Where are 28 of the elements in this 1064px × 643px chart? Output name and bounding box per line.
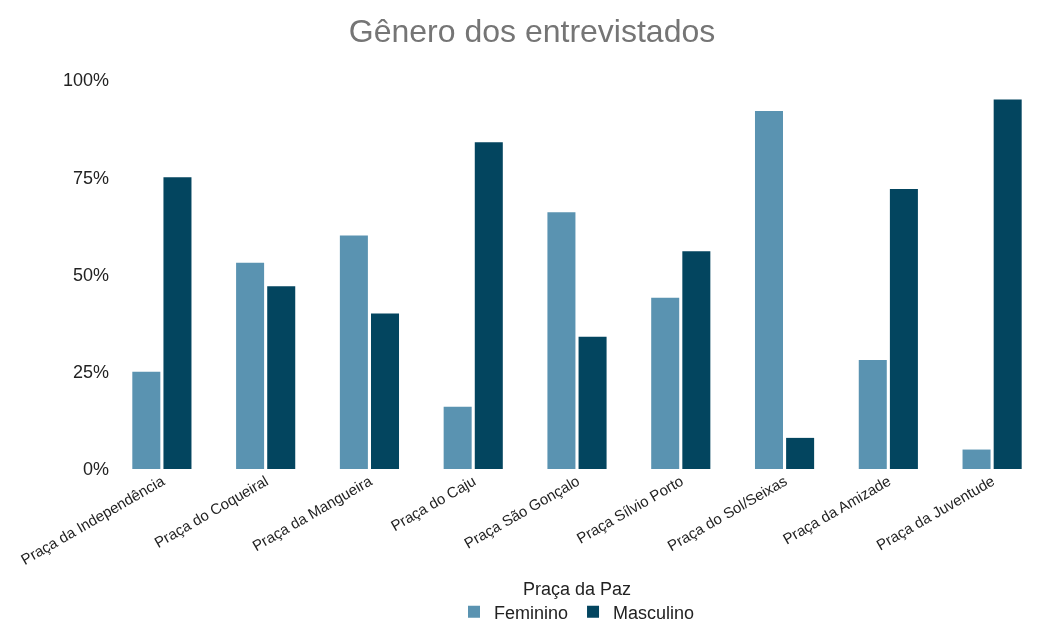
y-tick-label: 75% [72,167,109,188]
bar [578,336,607,469]
bar [371,313,400,469]
bar [474,142,503,469]
bar [682,251,711,469]
legend-label: Masculino [613,602,695,623]
x-axis-title: Praça da Paz [522,579,632,600]
chart-title: Gênero dos entrevistados [348,12,716,49]
bar [267,286,296,469]
bar [547,212,576,469]
bar [993,99,1022,469]
bar [962,449,991,469]
bar [339,235,368,469]
bar [889,188,918,469]
bar [163,177,192,469]
y-tick-label: 25% [72,362,109,383]
y-tick-label: 0% [82,459,109,480]
bar [236,262,265,469]
bar [651,297,680,469]
y-tick-label: 100% [62,70,109,91]
bar [786,437,815,469]
bar [132,371,161,469]
y-tick-label: 50% [72,264,109,285]
bar [754,111,783,469]
bar [858,360,887,469]
legend-label: Feminino [494,602,569,623]
bar [443,406,472,469]
x-tick-label: Praça do Caju [387,471,479,535]
